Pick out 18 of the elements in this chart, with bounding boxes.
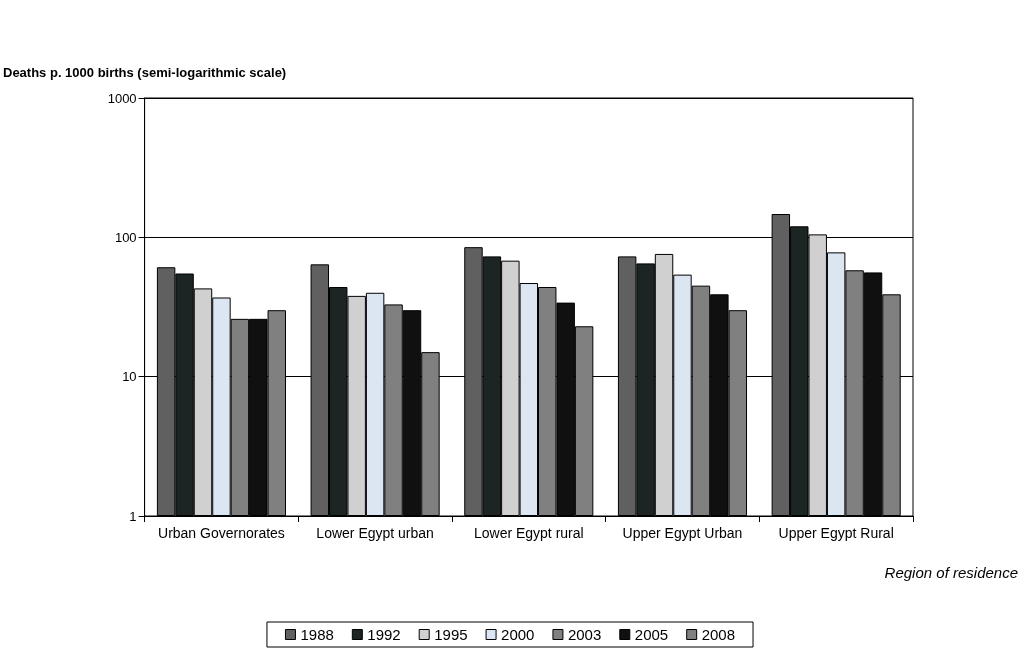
x-tick-label: Lower Egypt rural: [473, 524, 584, 541]
x-tick-label: Upper Egypt Urban: [622, 524, 743, 541]
y-tick-label: 10: [122, 369, 137, 385]
x-axis-title: Region of residence: [884, 564, 1018, 581]
y-tick-label: 1: [129, 508, 137, 524]
y-tick-label: 1000: [107, 90, 137, 106]
y-tick-label: 100: [114, 229, 137, 245]
x-tick-label: Urban Governorates: [158, 524, 285, 541]
legend-label: 1995: [434, 626, 468, 643]
legend-label: 1992: [367, 626, 401, 643]
legend-label: 2008: [701, 626, 736, 643]
legend-label: 2000: [501, 626, 535, 643]
legend-label: 1988: [300, 626, 334, 643]
legend-label: 2005: [634, 626, 669, 643]
y-axis-title: Deaths p. 1000 births (semi-logarithmic scale): [2, 65, 287, 80]
legend-label: 2003: [567, 626, 602, 643]
x-tick-label: Upper Egypt Rural: [778, 524, 894, 541]
x-tick-label: Lower Egypt urban: [316, 524, 434, 541]
